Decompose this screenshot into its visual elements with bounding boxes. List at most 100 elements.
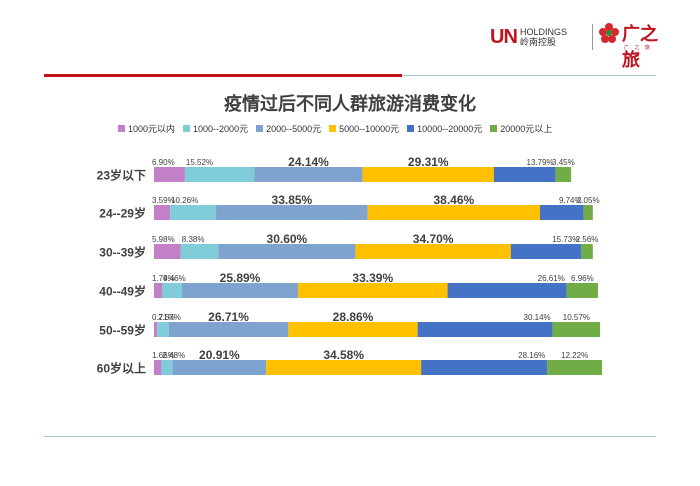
- legend-label: 20000元以上: [500, 124, 553, 134]
- legend-item: 1000元以内: [118, 122, 175, 135]
- bar-segment: [254, 167, 363, 182]
- data-label: 12.22%: [561, 351, 588, 360]
- bar-segment: [180, 244, 219, 259]
- bar-segment: [552, 322, 601, 337]
- category-label: 60岁以上: [97, 361, 146, 376]
- un-logo-mark: UN: [490, 26, 518, 48]
- bar-segment: [539, 205, 584, 220]
- bar-segment: [421, 360, 548, 375]
- bar-segment: [510, 244, 582, 259]
- data-label: 2.57%: [158, 313, 181, 322]
- brand-logos: UN HOLDINGS 岭南控股 广之旅 广 之 旅 之 旅: [490, 18, 660, 71]
- category-label: 30--39岁: [99, 245, 146, 260]
- category-label: 24--29岁: [99, 206, 146, 221]
- data-label: 15.52%: [186, 158, 213, 167]
- chart-legend: 1000元以内 1000--2000元 2000--5000元 5000--10000…: [118, 122, 560, 135]
- data-label: 33.85%: [272, 193, 313, 207]
- data-label: 20.91%: [199, 348, 240, 362]
- bar-segment: [172, 360, 267, 375]
- holdings-cn-label: 岭南控股: [520, 37, 557, 47]
- bar-segment: [583, 205, 593, 220]
- category-label: 23岁以下: [97, 168, 146, 183]
- legend-swatch: [118, 125, 125, 132]
- un-holdings-text: HOLDINGS 岭南控股: [520, 27, 567, 47]
- data-label: 4.46%: [163, 274, 186, 283]
- bar-segment: [581, 244, 593, 259]
- data-label: 1.66%: [152, 351, 175, 360]
- data-label: 26.61%: [538, 274, 565, 283]
- bar-segment: [555, 167, 572, 182]
- bar-segment: [184, 167, 255, 182]
- data-label: 10.57%: [563, 313, 590, 322]
- category-label: 50--59岁: [99, 323, 146, 338]
- bar-segment: [493, 167, 556, 182]
- data-label: 13.79%: [527, 158, 554, 167]
- bar-segment: [216, 205, 368, 220]
- bar-segment: [182, 283, 298, 298]
- bar-segment: [154, 283, 163, 298]
- data-label: 5.98%: [152, 235, 175, 244]
- legend-swatch: [183, 125, 191, 132]
- data-label: 2.56%: [576, 235, 599, 244]
- bar-segment: [367, 205, 540, 220]
- bar-segment: [362, 167, 494, 182]
- bar-segment: [297, 283, 448, 298]
- data-label: 30.60%: [267, 232, 308, 246]
- legend-swatch: [407, 125, 415, 132]
- data-label: 30.14%: [524, 313, 551, 322]
- guangzhilv-logo-text: 广之旅: [622, 24, 658, 71]
- bar-segment: [154, 322, 158, 337]
- legend-swatch: [329, 125, 337, 132]
- data-label: 34.58%: [323, 348, 364, 362]
- data-label: 9.74%: [559, 196, 582, 205]
- bar-segment: [547, 360, 603, 375]
- bar-segment: [154, 360, 162, 375]
- chart-title: 疫情过后不同人群旅游消费变化: [224, 94, 476, 114]
- data-label: 38.46%: [433, 193, 474, 207]
- bar-segment: [288, 322, 418, 337]
- bar-segment: [154, 205, 171, 220]
- data-label: 29.31%: [408, 155, 449, 169]
- data-label: 1.79%: [152, 274, 175, 283]
- bar-segment: [157, 322, 169, 337]
- bar-segment: [355, 244, 511, 259]
- legend-label: 2000--5000元: [266, 124, 322, 134]
- bar-segment: [447, 283, 567, 298]
- bar-segment: [218, 244, 356, 259]
- data-label: 26.71%: [208, 310, 249, 324]
- bar-segment: [566, 283, 598, 298]
- legend-item: 5000--10000元: [329, 122, 399, 135]
- logo-divider: [592, 24, 593, 50]
- legend-swatch: [490, 125, 498, 132]
- legend-label: 1000--2000元: [193, 124, 249, 134]
- data-label: 2.05%: [577, 196, 600, 205]
- bar-segment: [417, 322, 553, 337]
- category-label: 40--49岁: [99, 284, 146, 299]
- data-label: 24.14%: [288, 155, 329, 169]
- data-label: 28.16%: [518, 351, 545, 360]
- legend-item: 10000--20000元: [407, 122, 482, 135]
- data-label: 25.89%: [220, 271, 261, 285]
- legend-item: 20000元以上: [490, 122, 552, 135]
- data-label: 6.96%: [571, 274, 594, 283]
- flower-logo-icon: [599, 23, 619, 43]
- holdings-label: HOLDINGS: [520, 27, 568, 37]
- data-label: 15.73%: [552, 235, 579, 244]
- data-label: 33.39%: [352, 271, 393, 285]
- data-label: 10.26%: [171, 196, 198, 205]
- bar-segment: [161, 360, 173, 375]
- data-label: 0.71%: [152, 313, 175, 322]
- data-label: 6.90%: [152, 158, 175, 167]
- data-label: 3.59%: [152, 196, 175, 205]
- bar-segment: [154, 167, 185, 182]
- bar-segment: [168, 322, 289, 337]
- legend-label: 5000--10000元: [339, 124, 400, 134]
- header-rule-red: [44, 74, 402, 77]
- bar-segment: [266, 360, 422, 375]
- data-label: 8.38%: [182, 235, 205, 244]
- data-label: 3.45%: [552, 158, 575, 167]
- footer-rule: [44, 436, 656, 437]
- bar-segment: [162, 283, 182, 298]
- legend-item: 1000--2000元: [183, 122, 248, 135]
